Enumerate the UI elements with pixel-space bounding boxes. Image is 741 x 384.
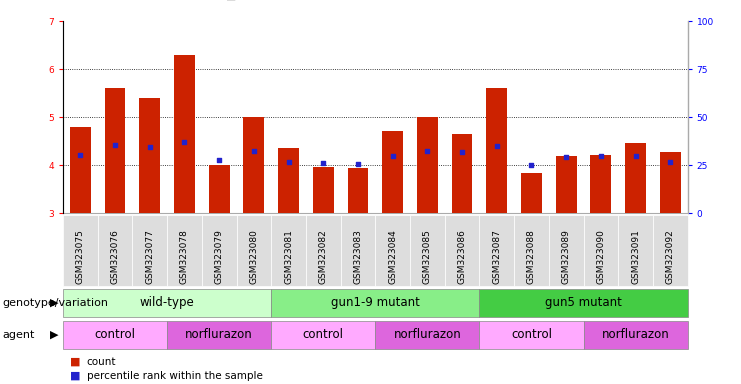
Text: ▶: ▶ — [50, 330, 59, 340]
Bar — [278, 148, 299, 213]
Text: gun5 mutant: gun5 mutant — [545, 296, 622, 310]
Text: percentile rank within the sample: percentile rank within the sample — [87, 371, 262, 381]
Point — [282, 159, 294, 165]
Bar — [556, 157, 576, 213]
Point — [248, 148, 260, 154]
Text: GSM323080: GSM323080 — [250, 229, 259, 284]
Bar — [139, 98, 160, 213]
Text: GSM323091: GSM323091 — [631, 229, 640, 284]
Bar — [244, 117, 265, 213]
Bar — [452, 134, 473, 213]
Text: GSM323086: GSM323086 — [458, 229, 467, 284]
Text: norflurazon: norflurazon — [393, 328, 461, 341]
Text: GSM323092: GSM323092 — [666, 229, 675, 284]
Text: GSM323089: GSM323089 — [562, 229, 571, 284]
Text: norflurazon: norflurazon — [602, 328, 669, 341]
Point — [213, 157, 225, 164]
Text: ■: ■ — [70, 371, 81, 381]
Text: wild-type: wild-type — [140, 296, 194, 310]
Point — [665, 159, 677, 165]
Point — [109, 142, 121, 148]
Point — [491, 143, 502, 149]
Bar — [174, 55, 195, 213]
Bar — [591, 155, 611, 213]
Text: GSM323085: GSM323085 — [423, 229, 432, 284]
Text: agent: agent — [2, 330, 35, 340]
Bar — [348, 167, 368, 213]
Point — [352, 161, 364, 167]
Bar — [660, 152, 681, 213]
Text: control: control — [303, 328, 344, 341]
Bar — [209, 165, 230, 213]
Text: ▶: ▶ — [50, 298, 59, 308]
Text: GSM323076: GSM323076 — [110, 229, 119, 284]
Text: control: control — [511, 328, 552, 341]
Point — [179, 139, 190, 145]
Text: GSM323084: GSM323084 — [388, 229, 397, 284]
Bar — [521, 173, 542, 213]
Bar — [104, 88, 125, 213]
Text: gun1-9 mutant: gun1-9 mutant — [331, 296, 419, 310]
Text: count: count — [87, 357, 116, 367]
Point — [317, 160, 329, 166]
Bar — [313, 167, 333, 213]
Text: GSM323078: GSM323078 — [180, 229, 189, 284]
Text: GSM323081: GSM323081 — [284, 229, 293, 284]
Point — [595, 152, 607, 159]
Bar — [70, 127, 90, 213]
Text: GSM323090: GSM323090 — [597, 229, 605, 284]
Bar — [417, 117, 438, 213]
Text: GSM323087: GSM323087 — [492, 229, 501, 284]
Bar — [382, 131, 403, 213]
Text: norflurazon: norflurazon — [185, 328, 253, 341]
Point — [387, 152, 399, 159]
Point — [560, 154, 572, 160]
Text: control: control — [95, 328, 136, 341]
Point — [630, 152, 642, 159]
Text: GSM323088: GSM323088 — [527, 229, 536, 284]
Point — [422, 148, 433, 154]
Point — [74, 152, 86, 158]
Point — [525, 162, 537, 168]
Bar — [486, 88, 507, 213]
Text: GSM323082: GSM323082 — [319, 229, 328, 284]
Point — [456, 149, 468, 155]
Text: GSM323083: GSM323083 — [353, 229, 362, 284]
Text: ■: ■ — [70, 357, 81, 367]
Text: genotype/variation: genotype/variation — [2, 298, 108, 308]
Bar — [625, 142, 646, 213]
Point — [144, 144, 156, 150]
Text: GSM323079: GSM323079 — [215, 229, 224, 284]
Text: GSM323075: GSM323075 — [76, 229, 84, 284]
Text: GSM323077: GSM323077 — [145, 229, 154, 284]
